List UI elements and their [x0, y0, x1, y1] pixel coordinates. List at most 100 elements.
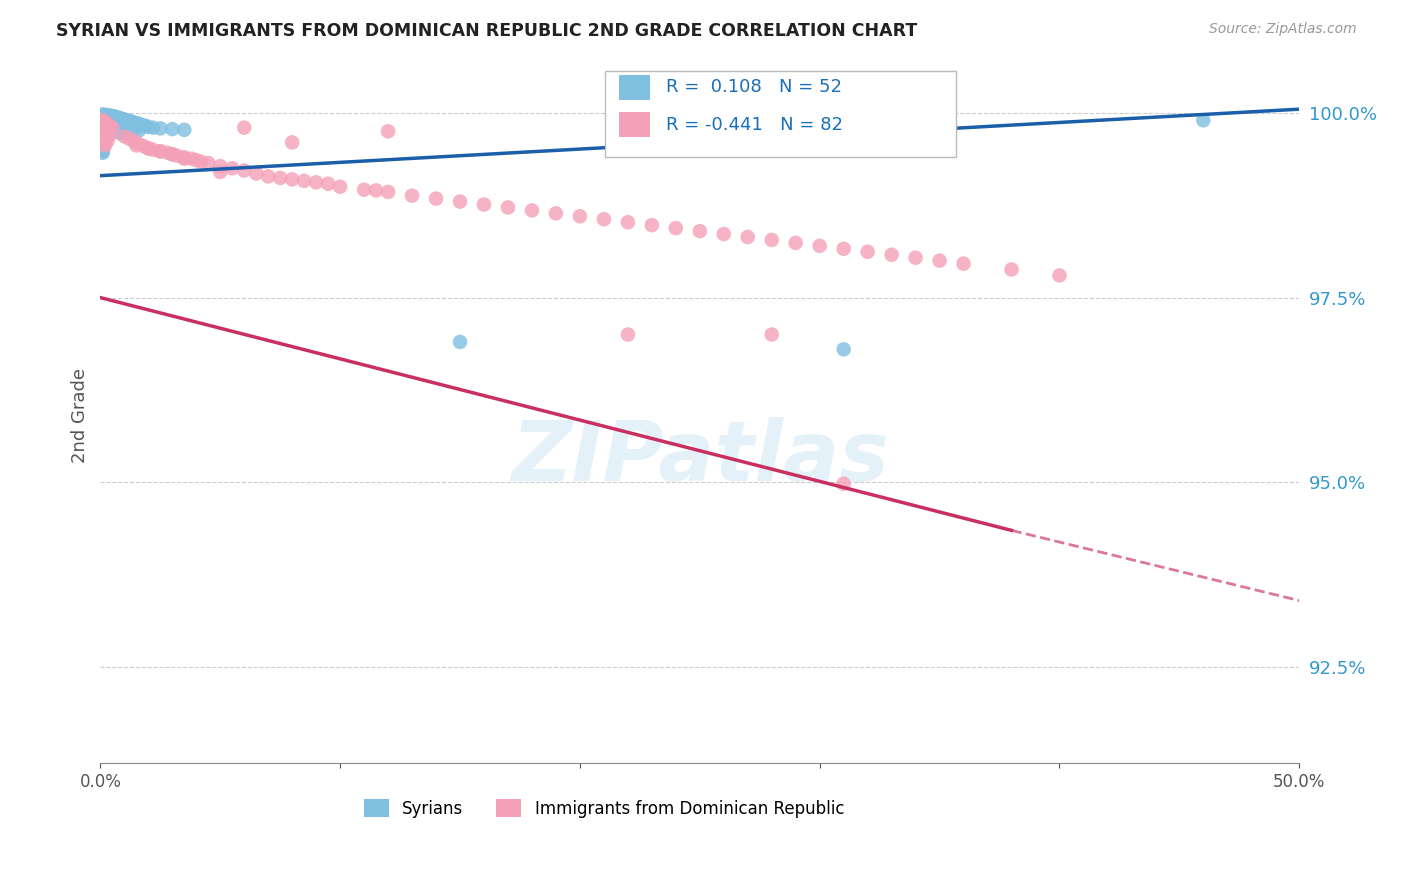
Point [221, 161, 243, 176]
Point [112, 129, 135, 144]
Point [269, 170, 291, 185]
Point [520, 203, 543, 218]
Point [132, 139, 155, 153]
Point [136, 120, 159, 134]
Point [377, 124, 399, 138]
Point [91, 119, 114, 133]
Point [761, 233, 783, 247]
Point [281, 172, 304, 186]
Point [832, 242, 855, 256]
Point [377, 185, 399, 199]
Point [472, 197, 495, 211]
Point [142, 143, 165, 157]
Point [568, 209, 591, 223]
Point [94, 130, 117, 145]
Point [108, 126, 131, 140]
Point [96, 126, 118, 140]
Point [617, 327, 640, 342]
Point [880, 248, 903, 262]
Point [91, 129, 114, 144]
Point [91, 145, 114, 159]
Point [105, 110, 128, 124]
Point [96, 117, 118, 131]
Text: SYRIAN VS IMMIGRANTS FROM DOMINICAN REPUBLIC 2ND GRADE CORRELATION CHART: SYRIAN VS IMMIGRANTS FROM DOMINICAN REPU… [56, 22, 918, 40]
Point [166, 149, 188, 163]
Point [1192, 113, 1215, 128]
Point [91, 136, 114, 150]
Point [149, 145, 172, 159]
Point [132, 119, 155, 133]
Point [128, 136, 150, 151]
Point [91, 136, 114, 151]
Point [105, 115, 128, 129]
Point [104, 110, 127, 124]
Point [118, 122, 141, 136]
Point [592, 212, 614, 227]
Point [104, 114, 127, 128]
Point [91, 136, 114, 151]
Point [544, 206, 567, 220]
Point [94, 132, 117, 146]
Point [785, 235, 807, 250]
Legend: Syrians, Immigrants from Dominican Republic: Syrians, Immigrants from Dominican Repub… [357, 793, 851, 824]
Point [186, 153, 208, 168]
Point [364, 184, 387, 198]
Point [149, 121, 172, 136]
Text: Source: ZipAtlas.com: Source: ZipAtlas.com [1209, 22, 1357, 37]
Point [112, 112, 135, 127]
Point [91, 132, 114, 146]
Point [91, 123, 114, 137]
Point [149, 145, 172, 159]
Point [449, 334, 471, 349]
Point [118, 132, 141, 146]
Point [162, 147, 184, 161]
Point [118, 114, 141, 128]
Point [292, 174, 315, 188]
Point [122, 134, 145, 148]
Point [101, 120, 124, 135]
Point [111, 112, 134, 126]
Point [952, 257, 974, 271]
Text: R =  0.108   N = 52: R = 0.108 N = 52 [666, 78, 842, 96]
Point [209, 159, 232, 173]
Point [233, 120, 256, 135]
Point [617, 215, 640, 229]
Point [115, 113, 138, 128]
Point [128, 117, 150, 131]
Point [305, 175, 328, 189]
Point [94, 114, 117, 128]
Point [173, 150, 195, 164]
Point [94, 125, 117, 139]
Text: R = -0.441   N = 82: R = -0.441 N = 82 [666, 116, 844, 134]
Point [94, 108, 117, 122]
Point [689, 224, 711, 238]
Point [329, 179, 352, 194]
Point [761, 327, 783, 342]
Point [904, 251, 927, 265]
Point [1049, 268, 1071, 283]
Point [832, 343, 855, 357]
Point [125, 116, 148, 130]
Point [108, 111, 131, 125]
Point [180, 152, 202, 166]
Point [156, 145, 179, 160]
Point [129, 118, 152, 132]
Point [136, 141, 159, 155]
Point [713, 227, 735, 241]
Point [142, 120, 165, 135]
Point [1000, 262, 1022, 277]
Point [98, 128, 121, 142]
Point [641, 218, 664, 232]
Point [91, 145, 114, 160]
Point [94, 138, 117, 153]
Point [91, 107, 114, 121]
Point [162, 147, 184, 161]
Point [425, 192, 447, 206]
Point [98, 113, 121, 128]
Point [281, 136, 304, 150]
Point [91, 113, 114, 128]
Point [136, 141, 159, 155]
Point [98, 127, 121, 141]
Point [96, 108, 118, 122]
Point [121, 114, 143, 128]
